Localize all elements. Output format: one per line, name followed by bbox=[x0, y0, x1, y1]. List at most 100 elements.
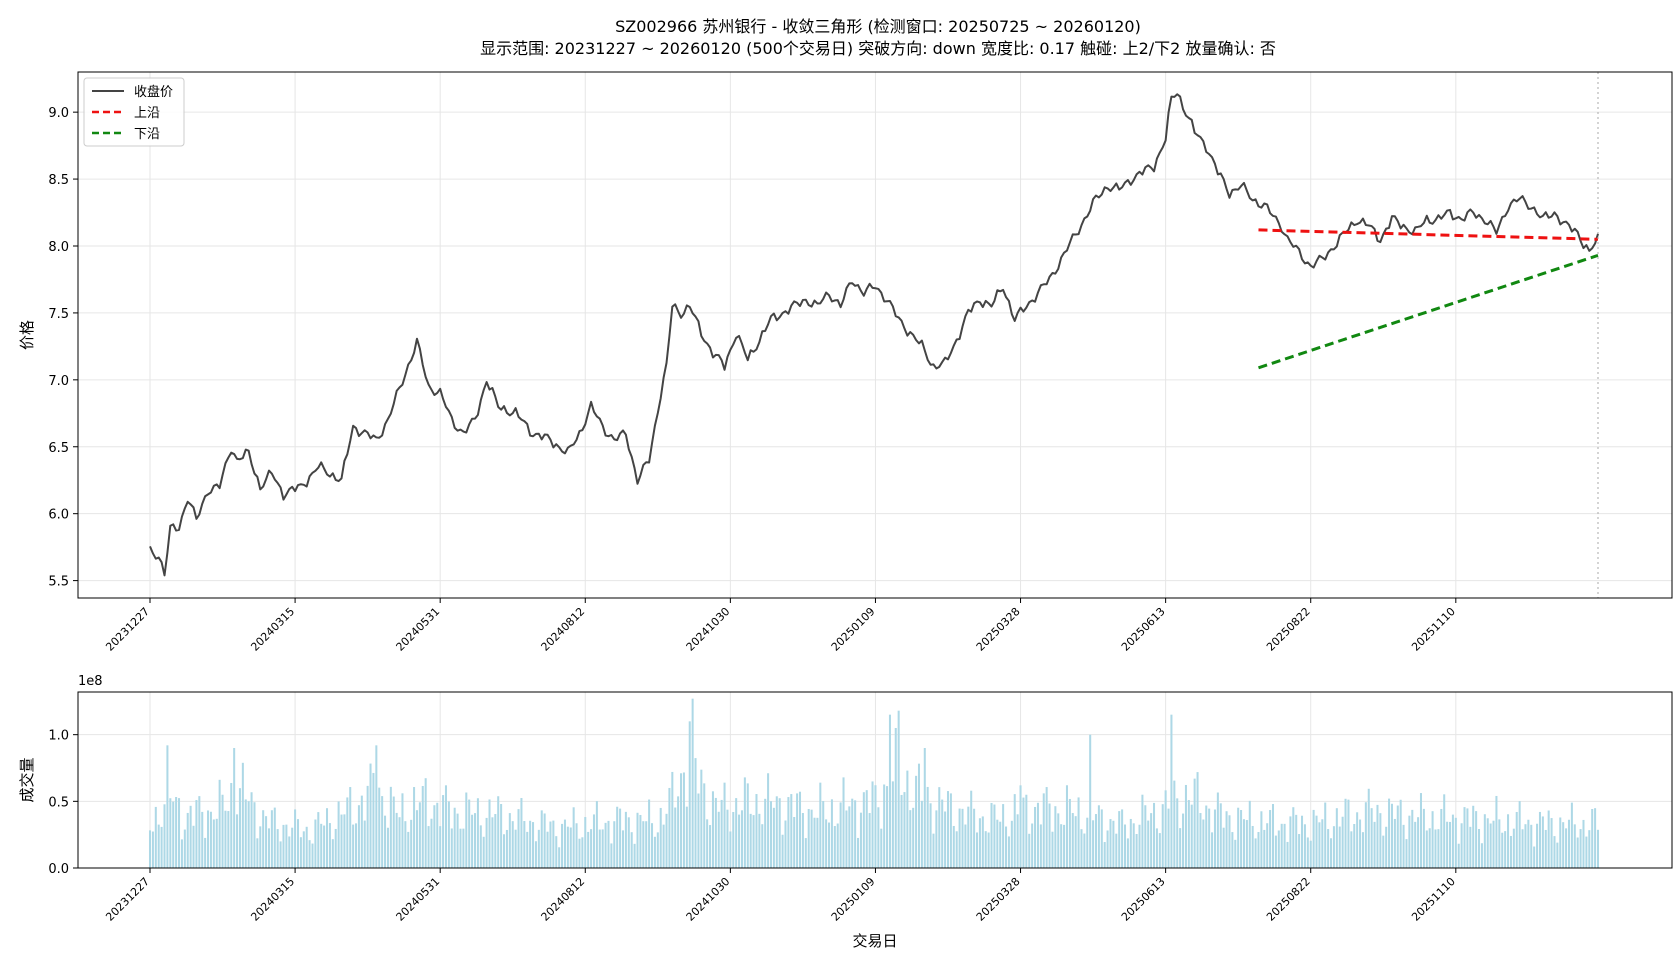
volume-bar bbox=[1005, 826, 1008, 868]
volume-bar bbox=[485, 817, 488, 868]
volume-bar bbox=[241, 762, 244, 868]
volume-bar bbox=[714, 797, 717, 868]
volume-bar bbox=[407, 831, 410, 868]
volume-bar bbox=[703, 783, 706, 868]
volume-bar bbox=[993, 804, 996, 868]
volume-bar bbox=[508, 813, 511, 868]
legend-label-upper: 上沿 bbox=[134, 106, 160, 121]
volume-bar bbox=[436, 802, 439, 868]
volume-bar bbox=[1022, 797, 1025, 868]
volume-bar bbox=[267, 828, 270, 868]
volume-bar bbox=[764, 798, 767, 868]
volume-bar bbox=[1115, 833, 1118, 868]
volume-x-tick-label: 20240315 bbox=[248, 875, 297, 924]
volume-bar bbox=[320, 823, 323, 868]
volume-bar bbox=[1222, 827, 1225, 868]
volume-bar bbox=[1480, 843, 1483, 868]
volume-bar bbox=[1089, 734, 1092, 868]
volume-bar bbox=[1100, 809, 1103, 868]
volume-bar bbox=[1451, 814, 1454, 868]
volume-bar bbox=[659, 807, 662, 868]
volume-bar bbox=[767, 773, 770, 868]
volume-bar bbox=[581, 837, 584, 868]
volume-bar bbox=[575, 823, 578, 868]
volume-bar bbox=[619, 808, 622, 868]
volume-bar bbox=[938, 787, 941, 868]
volume-bar bbox=[238, 788, 241, 868]
volume-bar bbox=[1402, 824, 1405, 868]
volume-bar bbox=[636, 812, 639, 868]
volume-bar bbox=[549, 821, 552, 868]
volume-bar bbox=[404, 821, 407, 868]
volume-bar bbox=[1161, 804, 1164, 868]
volume-bar bbox=[1330, 838, 1333, 868]
volume-bar bbox=[555, 836, 558, 868]
volume-bar bbox=[1077, 797, 1080, 868]
volume-bar bbox=[1399, 799, 1402, 868]
volume-bar bbox=[587, 831, 590, 868]
volume-bar bbox=[433, 805, 436, 868]
volume-bar bbox=[1054, 806, 1057, 868]
volume-bar bbox=[1585, 836, 1588, 868]
volume-bar bbox=[331, 839, 334, 868]
volume-bar bbox=[894, 728, 897, 868]
volume-bar bbox=[166, 745, 169, 868]
volume-bar bbox=[1245, 820, 1248, 868]
volume-bar bbox=[804, 838, 807, 868]
volume-bar bbox=[1417, 817, 1420, 868]
volume-bar bbox=[378, 787, 381, 868]
volume-bar bbox=[543, 813, 546, 868]
volume-bar bbox=[462, 828, 465, 868]
volume-bar bbox=[917, 763, 920, 868]
volume-bar bbox=[642, 821, 645, 868]
volume-bar bbox=[204, 837, 207, 868]
volume-bar bbox=[224, 810, 227, 868]
volume-bar bbox=[1129, 818, 1132, 868]
price-x-tick-label: 20250109 bbox=[829, 605, 878, 654]
volume-bar bbox=[772, 807, 775, 868]
volume-bar bbox=[1350, 831, 1353, 868]
volume-y-tick-label: 1.0 bbox=[48, 729, 69, 744]
volume-bar bbox=[157, 824, 160, 868]
volume-bar bbox=[674, 807, 677, 868]
volume-x-tick-label: 20251110 bbox=[1409, 875, 1458, 924]
volume-bar bbox=[1559, 817, 1562, 868]
volume-bar bbox=[1570, 802, 1573, 868]
volume-bar bbox=[1260, 811, 1263, 868]
volume-bar bbox=[552, 820, 555, 868]
volume-bar bbox=[958, 808, 961, 868]
volume-bar bbox=[682, 772, 685, 868]
volume-bar bbox=[1071, 813, 1074, 868]
volume-bar bbox=[1437, 829, 1440, 868]
volume-bar bbox=[517, 809, 520, 868]
volume-bar bbox=[285, 824, 288, 868]
volume-bar bbox=[1225, 811, 1228, 868]
volume-bar bbox=[221, 794, 224, 868]
volume-bar bbox=[912, 807, 915, 868]
volume-bar bbox=[1213, 809, 1216, 868]
volume-bar bbox=[1016, 814, 1019, 868]
price-x-tick-label: 20250328 bbox=[974, 605, 1023, 654]
volume-bar bbox=[1541, 816, 1544, 868]
volume-bar bbox=[343, 814, 346, 868]
volume-bar bbox=[1063, 824, 1066, 868]
volume-bar bbox=[1121, 809, 1124, 868]
volume-bar bbox=[476, 798, 479, 868]
volume-bar bbox=[1237, 807, 1240, 868]
volume-bar bbox=[1388, 798, 1391, 868]
volume-bar bbox=[595, 801, 598, 868]
volume-bar bbox=[796, 793, 799, 868]
volume-bar bbox=[375, 745, 378, 868]
volume-bar bbox=[1521, 829, 1524, 868]
volume-bar bbox=[1292, 807, 1295, 868]
volume-bar bbox=[1390, 803, 1393, 868]
volume-bar bbox=[1234, 839, 1237, 868]
volume-bar bbox=[1472, 805, 1475, 868]
volume-bar bbox=[1579, 829, 1582, 868]
volume-bar bbox=[389, 786, 392, 868]
volume-bar bbox=[186, 812, 189, 868]
price-plot-frame bbox=[77, 71, 1673, 599]
volume-bar bbox=[1335, 808, 1338, 868]
volume-x-tick-label: 20231227 bbox=[103, 875, 152, 924]
volume-bar bbox=[842, 777, 845, 868]
